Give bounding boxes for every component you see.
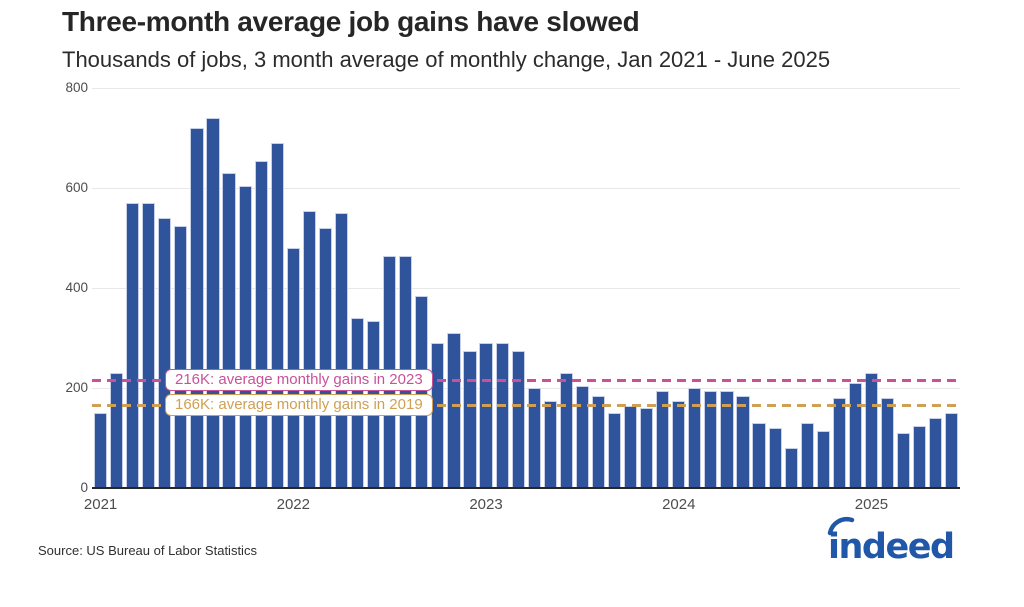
bar-nov-2023 bbox=[640, 408, 654, 488]
bar-jun-2023 bbox=[559, 373, 573, 488]
bar-jul-2021 bbox=[190, 128, 204, 488]
bar-sep-2024 bbox=[800, 423, 814, 488]
bar-jan-2022 bbox=[286, 248, 300, 488]
reference-line-166 bbox=[92, 403, 960, 407]
bar-jun-2025 bbox=[945, 413, 959, 488]
y-axis-label: 400 bbox=[65, 280, 88, 295]
bar-nov-2021 bbox=[254, 160, 268, 488]
bar-feb-2021 bbox=[110, 373, 124, 488]
chart-title: Three-month average job gains have slowe… bbox=[62, 6, 640, 37]
reference-line-216 bbox=[92, 378, 960, 382]
bar-jan-2021 bbox=[94, 413, 108, 488]
bar-jan-2025 bbox=[864, 373, 879, 488]
x-axis-label-2022: 2022 bbox=[276, 496, 310, 513]
bar-oct-2023 bbox=[623, 405, 638, 488]
bar-jan-2024 bbox=[672, 400, 686, 488]
bar-oct-2024 bbox=[816, 430, 830, 488]
reference-label-166: 166K: average monthly gains in 2019 bbox=[165, 394, 433, 416]
bar-may-2023 bbox=[543, 400, 557, 488]
bar-mar-2023 bbox=[511, 350, 525, 488]
bar-jul-2024 bbox=[768, 428, 782, 488]
x-axis-label-2025: 2025 bbox=[854, 496, 889, 513]
bar-nov-2022 bbox=[447, 333, 461, 488]
bar-feb-2024 bbox=[688, 388, 702, 488]
bar-aug-2024 bbox=[784, 448, 798, 488]
bar-sep-2023 bbox=[607, 413, 622, 488]
bar-aug-2021 bbox=[206, 118, 220, 488]
bar-feb-2022 bbox=[302, 210, 316, 488]
bar-mar-2025 bbox=[897, 433, 911, 488]
bar-apr-2022 bbox=[334, 213, 349, 488]
bar-feb-2025 bbox=[880, 398, 895, 488]
bar-may-2025 bbox=[929, 418, 943, 488]
y-axis-label: 200 bbox=[65, 380, 88, 395]
bar-feb-2023 bbox=[495, 343, 509, 488]
bar-dec-2021 bbox=[270, 143, 284, 488]
indeed-swoosh-icon bbox=[827, 517, 855, 536]
bar-oct-2022 bbox=[431, 343, 445, 488]
bar-sep-2021 bbox=[222, 173, 236, 488]
gridline-y-200 bbox=[92, 388, 960, 389]
gridline-y-800 bbox=[92, 88, 960, 89]
reference-label-216: 216K: average monthly gains in 2023 bbox=[165, 369, 433, 391]
bar-jan-2023 bbox=[479, 343, 493, 488]
bar-dec-2024 bbox=[848, 383, 862, 488]
bar-jun-2024 bbox=[752, 423, 766, 488]
x-axis-line bbox=[92, 487, 960, 489]
bar-dec-2023 bbox=[656, 390, 670, 488]
y-axis-label: 600 bbox=[65, 180, 88, 195]
indeed-logo: indeed bbox=[826, 514, 966, 571]
x-axis-label-2023: 2023 bbox=[469, 496, 503, 513]
x-axis-label-2021: 2021 bbox=[83, 496, 118, 513]
bar-jul-2023 bbox=[575, 385, 589, 488]
source-note: Source: US Bureau of Labor Statistics bbox=[38, 543, 257, 558]
bar-nov-2024 bbox=[832, 398, 846, 488]
gridline-y-400 bbox=[92, 288, 960, 289]
bar-apr-2021 bbox=[142, 203, 156, 488]
bar-mar-2024 bbox=[704, 390, 718, 488]
bar-sep-2022 bbox=[415, 295, 429, 488]
bar-apr-2023 bbox=[527, 388, 541, 488]
x-axis-label-2024: 2024 bbox=[662, 496, 696, 513]
bar-mar-2021 bbox=[126, 203, 140, 488]
bar-mar-2022 bbox=[318, 228, 333, 488]
bar-aug-2023 bbox=[591, 395, 606, 488]
bar-apr-2024 bbox=[720, 390, 734, 488]
bar-may-2024 bbox=[736, 395, 750, 488]
bar-dec-2022 bbox=[463, 350, 477, 488]
indeed-logo-text: indeed bbox=[828, 527, 954, 566]
chart-subtitle: Thousands of jobs, 3 month average of mo… bbox=[62, 47, 831, 72]
bar-jun-2021 bbox=[174, 225, 188, 488]
gridline-y-600 bbox=[92, 188, 960, 189]
bar-apr-2025 bbox=[913, 425, 927, 488]
y-axis-label: 0 bbox=[80, 480, 88, 495]
bar-may-2021 bbox=[158, 218, 172, 488]
bar-oct-2021 bbox=[238, 185, 252, 488]
y-axis-label: 800 bbox=[65, 80, 88, 95]
